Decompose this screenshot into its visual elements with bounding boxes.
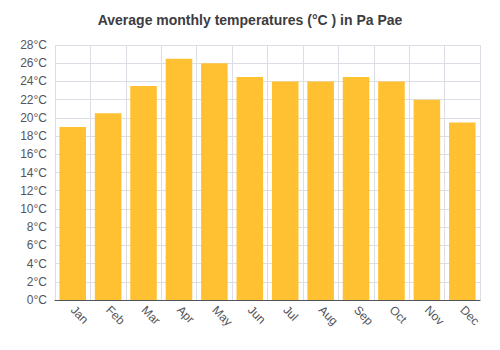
svg-text:May: May [209,303,235,329]
svg-text:22°C: 22°C [20,93,47,107]
svg-text:14°C: 14°C [20,166,47,180]
svg-text:28°C: 28°C [20,38,47,52]
svg-text:Mar: Mar [139,303,164,327]
svg-text:4°C: 4°C [27,257,47,271]
svg-text:6°C: 6°C [27,238,47,252]
svg-text:2°C: 2°C [27,275,47,289]
svg-text:20°C: 20°C [20,111,47,125]
svg-text:Aug: Aug [316,303,341,328]
svg-text:0°C: 0°C [27,293,47,307]
svg-text:16°C: 16°C [20,147,47,161]
svg-text:10°C: 10°C [20,202,47,216]
svg-text:Apr: Apr [174,303,197,326]
svg-text:Jan: Jan [68,303,92,327]
svg-text:Oct: Oct [387,303,411,327]
svg-text:Jul: Jul [280,303,301,324]
svg-text:Feb: Feb [103,303,128,328]
svg-text:18°C: 18°C [20,129,47,143]
svg-text:26°C: 26°C [20,56,47,70]
svg-text:Jun: Jun [245,303,269,327]
svg-text:8°C: 8°C [27,220,47,234]
svg-text:Nov: Nov [422,303,447,328]
svg-text:Dec: Dec [457,303,482,328]
svg-text:12°C: 12°C [20,184,47,198]
svg-text:Sep: Sep [351,303,376,328]
svg-text:24°C: 24°C [20,74,47,88]
svg-text:Average monthly temperatures (: Average monthly temperatures (°C ) in Pa… [98,12,403,28]
